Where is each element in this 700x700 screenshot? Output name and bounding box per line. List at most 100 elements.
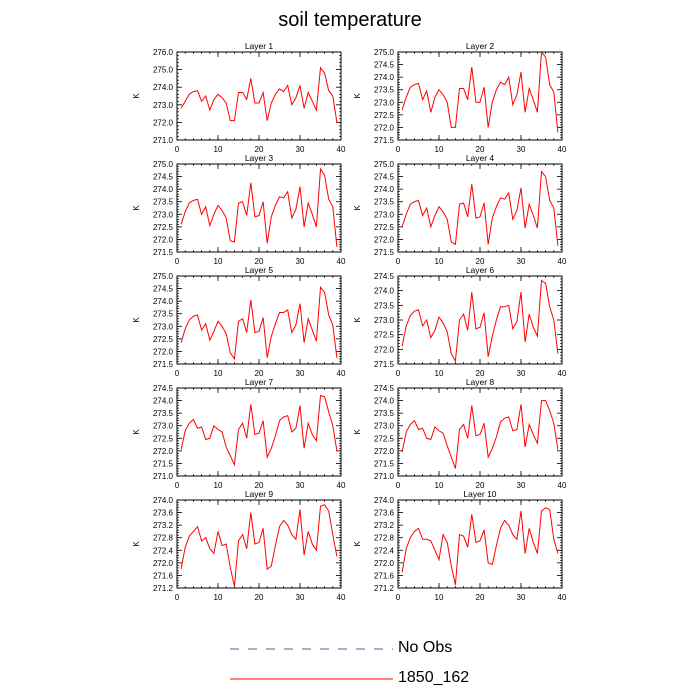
x-tick-label: 40 [337, 257, 346, 266]
y-tick-label: 273.0 [374, 422, 395, 431]
x-tick-label: 0 [396, 369, 401, 378]
panel-title: Layer 8 [466, 377, 495, 387]
x-tick-label: 0 [396, 145, 401, 154]
x-tick-label: 10 [435, 481, 444, 490]
y-tick-label: 274.5 [153, 173, 174, 182]
y-tick-label: 271.5 [153, 248, 174, 257]
y-tick-label: 272.8 [374, 534, 395, 543]
series-line-1850-162 [401, 50, 559, 133]
y-axis-label: K [353, 541, 362, 547]
x-tick-label: 10 [214, 369, 223, 378]
y-tick-label: 271.0 [374, 472, 395, 481]
y-tick-label: 275.0 [153, 160, 174, 169]
y-tick-label: 272.0 [153, 559, 174, 568]
y-tick-label: 276.0 [153, 48, 174, 57]
y-tick-label: 274.0 [374, 397, 395, 406]
panel-3: Layer 3 271.5 272.0 272.5 273.0 273.5 274.0 274… [132, 153, 346, 266]
series-line-1850-162 [401, 507, 559, 585]
x-tick-label: 10 [214, 481, 223, 490]
x-tick-label: 30 [296, 481, 305, 490]
panel-title: Layer 10 [463, 489, 496, 499]
x-tick-label: 40 [558, 593, 567, 602]
y-tick-label: 274.5 [153, 384, 174, 393]
panel-10: Layer 10 271.2 271.6 272.0 272.4 272.8 273.2 27… [353, 489, 567, 602]
x-tick-label: 10 [435, 257, 444, 266]
y-tick-label: 274.0 [153, 496, 174, 505]
series-line-1850-162 [180, 286, 338, 361]
x-tick-label: 40 [337, 369, 346, 378]
x-tick-label: 0 [175, 481, 180, 490]
y-tick-label: 271.5 [374, 248, 395, 257]
y-tick-label: 271.2 [374, 584, 395, 593]
y-tick-label: 273.6 [153, 509, 174, 518]
x-tick-label: 0 [175, 593, 180, 602]
y-tick-label: 272.5 [374, 434, 395, 443]
x-tick-label: 40 [558, 257, 567, 266]
x-tick-label: 0 [396, 257, 401, 266]
x-tick-label: 30 [517, 369, 526, 378]
y-tick-label: 273.5 [374, 409, 395, 418]
x-tick-label: 40 [558, 145, 567, 154]
x-tick-label: 40 [337, 481, 346, 490]
y-axis-label: K [353, 205, 362, 211]
panel-title: Layer 3 [245, 153, 274, 163]
panel-7: Layer 7 271.0 271.5 272.0 272.5 273.0 273.5 274… [132, 377, 346, 490]
x-tick-label: 20 [476, 369, 485, 378]
series-line-1850-162 [180, 66, 338, 123]
y-tick-label: 273.5 [153, 409, 174, 418]
y-tick-label: 274.0 [153, 397, 174, 406]
y-tick-label: 274.0 [374, 496, 395, 505]
plot-frame [176, 499, 342, 589]
y-tick-label: 274.0 [374, 287, 395, 296]
x-tick-label: 20 [255, 145, 264, 154]
y-axis-label: K [353, 429, 362, 435]
x-tick-label: 40 [558, 481, 567, 490]
y-tick-label: 273.2 [374, 521, 395, 530]
x-tick-label: 10 [214, 145, 223, 154]
x-tick-label: 10 [435, 593, 444, 602]
series-line-1850-162 [180, 394, 338, 467]
x-tick-label: 0 [175, 369, 180, 378]
y-tick-label: 273.5 [374, 86, 395, 95]
y-tick-label: 271.0 [153, 472, 174, 481]
y-tick-label: 274.5 [374, 272, 395, 281]
y-axis-label: K [132, 317, 141, 323]
y-tick-label: 272.4 [153, 546, 174, 555]
y-tick-label: 272.5 [153, 223, 174, 232]
panel-title: Layer 6 [466, 265, 495, 275]
y-tick-label: 271.5 [153, 360, 174, 369]
y-tick-label: 272.0 [153, 347, 174, 356]
y-tick-label: 272.5 [153, 335, 174, 344]
y-tick-label: 273.5 [153, 310, 174, 319]
y-tick-label: 274.0 [374, 185, 395, 194]
panel-title: Layer 2 [466, 41, 495, 51]
y-tick-label: 273.0 [374, 210, 395, 219]
panel-4: Layer 4 271.5 272.0 272.5 273.0 273.5 274.0 274… [353, 153, 567, 266]
panel-title: Layer 5 [245, 265, 274, 275]
panel-title: Layer 1 [245, 41, 274, 51]
series-line-1850-162 [180, 167, 338, 248]
plot-frame [397, 499, 563, 589]
panel-title: Layer 9 [245, 489, 274, 499]
y-tick-label: 273.0 [374, 98, 395, 107]
panel-5: Layer 5 271.5 272.0 272.5 273.0 273.5 274.0 274… [132, 265, 346, 378]
y-tick-label: 272.5 [374, 111, 395, 120]
y-tick-label: 273.5 [374, 301, 395, 310]
x-tick-label: 0 [396, 593, 401, 602]
y-tick-label: 274.0 [374, 73, 395, 82]
panel-8: Layer 8 271.0 271.5 272.0 272.5 273.0 273.5 274… [353, 377, 567, 490]
y-axis-label: K [353, 93, 362, 99]
y-tick-label: 274.5 [374, 61, 395, 70]
plot-frame [397, 51, 563, 141]
x-tick-label: 20 [255, 369, 264, 378]
y-tick-label: 273.5 [374, 198, 395, 207]
y-axis-label: K [132, 93, 141, 99]
y-tick-label: 275.0 [374, 48, 395, 57]
y-tick-label: 275.0 [374, 160, 395, 169]
y-tick-label: 272.5 [153, 434, 174, 443]
y-tick-label: 272.5 [374, 331, 395, 340]
y-axis-label: K [353, 317, 362, 323]
x-tick-label: 20 [255, 257, 264, 266]
series-line-1850-162 [401, 279, 559, 363]
